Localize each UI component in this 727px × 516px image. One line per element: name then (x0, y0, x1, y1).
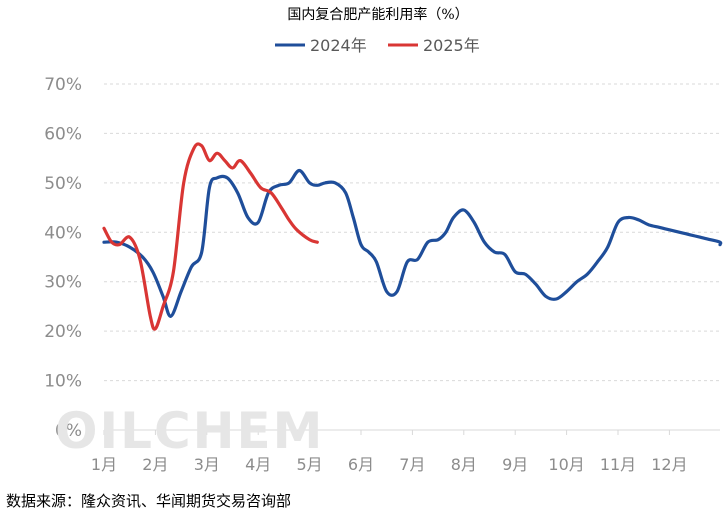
y-tick-label: 50% (44, 174, 82, 194)
series-line-2025 (102, 142, 319, 331)
legend: 2024年 2025年 (275, 36, 480, 55)
x-tick-label: 6月 (348, 455, 374, 474)
x-tick-label: 4月 (245, 455, 271, 474)
x-tick-label: 10月 (548, 455, 584, 474)
x-tick-label: 5月 (297, 455, 323, 474)
y-tick-label: 0% (55, 421, 82, 441)
y-axis-ticks: 0% 10% 20% 30% 40% 50% 60% 70% (44, 75, 82, 441)
x-tick-label: 3月 (194, 455, 220, 474)
x-tick-label: 11月 (600, 455, 636, 474)
x-tick-label: 7月 (399, 455, 425, 474)
x-tick-label: 9月 (502, 455, 528, 474)
y-tick-label: 20% (44, 322, 82, 342)
x-tick-label: 2月 (142, 455, 168, 474)
x-axis-ticks: 1月 2月 3月 4月 5月 6月 7月 8月 9月 10月 11月 12月 (91, 430, 688, 474)
y-tick-label: 10% (44, 372, 82, 392)
legend-label-2024: 2024年 (310, 36, 367, 55)
x-tick-label: 8月 (451, 455, 477, 474)
y-tick-label: 60% (44, 124, 82, 144)
series-line-2024 (102, 168, 723, 318)
gridlines (104, 83, 720, 431)
watermark: OILCHEM (55, 402, 324, 460)
y-tick-label: 30% (44, 273, 82, 293)
series-lines (102, 142, 723, 331)
source-note: 数据来源：隆众资讯、华闻期货交易咨询部 (6, 492, 291, 510)
y-tick-label: 70% (44, 75, 82, 95)
chart-title: 国内复合肥产能利用率（%） (287, 6, 468, 23)
x-tick-label: 1月 (91, 455, 117, 474)
legend-label-2025: 2025年 (423, 36, 480, 55)
x-tick-label: 12月 (651, 455, 687, 474)
y-tick-label: 40% (44, 223, 82, 243)
